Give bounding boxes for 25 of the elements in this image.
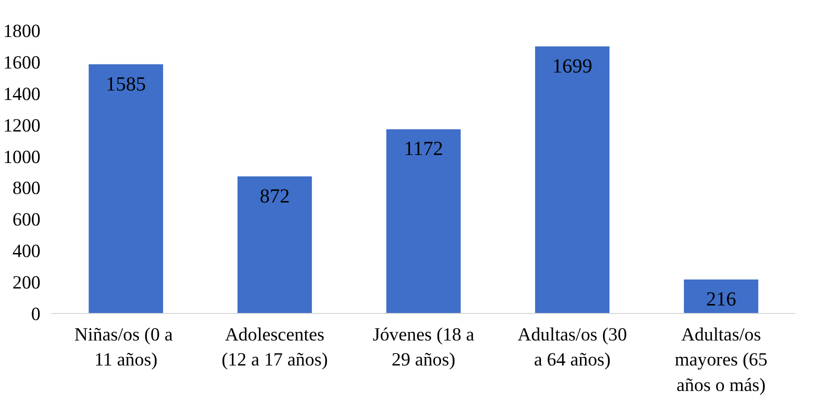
bar	[535, 46, 610, 314]
data-label: 216	[706, 288, 736, 311]
y-tick-label: 1000	[3, 146, 40, 168]
bar	[684, 280, 758, 314]
data-label: 1172	[404, 138, 444, 160]
y-tick-label: 1400	[3, 84, 40, 105]
y-tick-label: 1600	[3, 52, 40, 74]
x-tick-label: Niñas/os (0 a 11 años)	[74, 324, 174, 371]
x-tick-label: Adolescentes (12 a 17 años)	[222, 324, 328, 371]
x-tick-label: Jóvenes (18 a 29 años)	[372, 324, 475, 371]
bar	[238, 176, 312, 314]
x-tick-label: Adultas/os mayores (65 años o más)	[674, 324, 768, 396]
data-label: 1699	[552, 55, 592, 78]
data-label: 1585	[106, 73, 146, 96]
y-tick-label: 1200	[3, 115, 40, 136]
data-label: 872	[260, 185, 290, 208]
y-tick-label: 400	[12, 241, 40, 262]
y-tick-label: 200	[12, 272, 40, 294]
y-tick-label: 600	[12, 210, 40, 231]
bar	[386, 129, 461, 314]
y-tick-label: 0	[31, 304, 40, 325]
y-tick-label: 800	[12, 178, 40, 200]
bar	[88, 64, 164, 314]
y-tick-label: 1800	[3, 21, 40, 42]
x-tick-label: Adultas/os (30 a 64 años)	[518, 324, 627, 371]
